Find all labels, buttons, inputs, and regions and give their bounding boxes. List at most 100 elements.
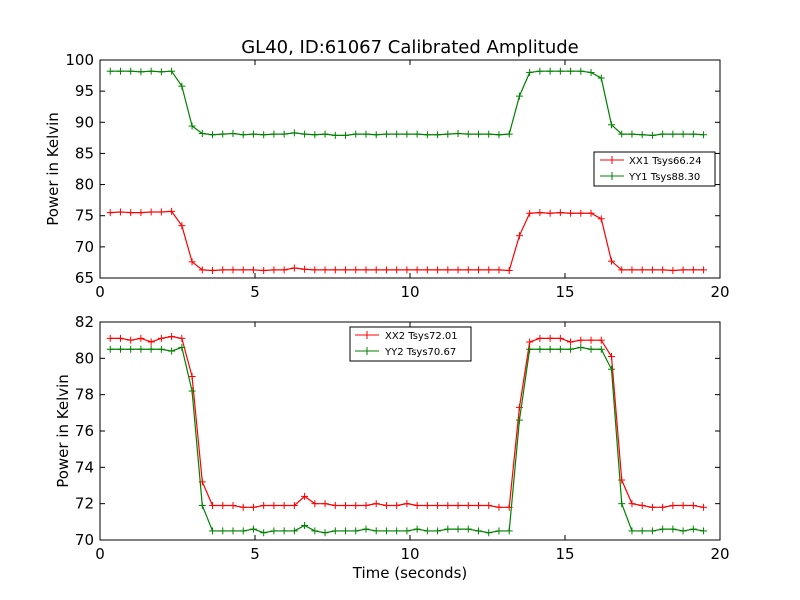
bottom-series-1-point: [413, 525, 421, 533]
top-series-0-point: [485, 266, 493, 274]
top-series-1-point: [444, 130, 452, 138]
top-series-0-point: [669, 267, 677, 275]
bottom-legend-label-yy2: YY2 Tsys70.67: [384, 347, 456, 358]
bottom-x-tick-label: 0: [95, 545, 105, 563]
bottom-series-0-point: [485, 501, 493, 509]
bottom-series-1-point: [106, 345, 114, 353]
top-series-0-point: [147, 208, 155, 216]
bottom-series-1-point: [434, 527, 442, 535]
bottom-series-0-point: [413, 501, 421, 509]
bottom-series-0-point: [475, 501, 483, 509]
bottom-series-0-point: [628, 500, 636, 508]
bottom-series-1-point: [280, 527, 288, 535]
top-series-0-point: [290, 264, 298, 272]
bottom-y-tick-label: 74: [75, 458, 94, 476]
bottom-series-1-point: [444, 525, 452, 533]
bottom-series-0-point: [669, 501, 677, 509]
top-series-1-point: [127, 67, 135, 75]
bottom-series-1-point: [638, 527, 646, 535]
top-series-0-point: [157, 208, 165, 216]
top-series-0-point: [270, 266, 278, 274]
bottom-series-1-point: [648, 527, 656, 535]
bottom-series-1-point: [290, 527, 298, 535]
top-series-0-point: [495, 266, 503, 274]
top-series-1-point: [157, 68, 165, 76]
top-series-1-point: [464, 130, 472, 138]
bottom-series-0-point: [423, 501, 431, 509]
bottom-series-1-point: [628, 527, 636, 535]
top-series-0-point: [188, 258, 196, 266]
bottom-series-1-point: [618, 500, 626, 508]
bottom-series-1-point: [352, 527, 360, 535]
bottom-series-group: [106, 333, 708, 537]
bottom-series-0-point: [638, 501, 646, 509]
bottom-series-1-point: [270, 527, 278, 535]
bottom-legend-label-xx2: XX2 Tsys72.01: [385, 331, 458, 342]
bottom-legend: XX2 Tsys72.01 YY2 Tsys70.67: [349, 326, 472, 362]
top-series-0-point: [423, 266, 431, 274]
top-series-1-point: [659, 130, 667, 138]
bottom-series-0-point: [301, 492, 309, 500]
top-series-1-point: [393, 130, 401, 138]
bottom-series-1-point: [147, 345, 155, 353]
bottom-series-0-point: [331, 501, 339, 509]
top-series-0-point: [239, 266, 247, 274]
bottom-series-1-point: [700, 527, 708, 535]
top-series-1-point: [229, 129, 237, 137]
top-series-1-point: [628, 130, 636, 138]
top-series-0-point: [352, 266, 360, 274]
top-series-1-point: [669, 130, 677, 138]
bottom-series-0-point: [567, 338, 575, 346]
bottom-series-1-point: [209, 527, 217, 535]
top-series-1-point: [403, 130, 411, 138]
top-series-1-point: [209, 131, 217, 139]
top-x-tick-label: 15: [555, 283, 574, 301]
bottom-series-1-point: [168, 347, 176, 355]
bottom-series-0-point: [280, 501, 288, 509]
top-series-1-point: [147, 67, 155, 75]
top-series-0-point: [393, 266, 401, 274]
top-series-1-point: [434, 131, 442, 139]
top-series-0-point: [454, 266, 462, 274]
top-series-0-point: [515, 232, 523, 240]
bottom-series-0-point: [342, 501, 350, 509]
bottom-series-1-point: [475, 527, 483, 535]
bottom-series-1-point: [659, 525, 667, 533]
top-series-1-point: [423, 131, 431, 139]
top-series-0-point: [536, 209, 544, 217]
top-series-1-point: [280, 130, 288, 138]
top-series-0-point: [648, 266, 656, 274]
bottom-series-1-point: [515, 416, 523, 424]
bottom-series-1-point: [127, 345, 135, 353]
top-y-tick-label: 90: [75, 113, 94, 131]
bottom-series-1-point: [597, 345, 605, 353]
top-series-1-point: [526, 68, 534, 76]
bottom-series-1-point: [608, 365, 615, 373]
bottom-series-1-point: [362, 525, 370, 533]
bottom-series-0-point: [659, 503, 667, 511]
bottom-y-tick-label: 72: [75, 495, 94, 513]
bottom-series-0-point: [249, 503, 257, 511]
top-y-tick-label: 100: [65, 51, 94, 69]
top-subplot: 65 70 75 80 85 90 95 100 0 5 10 15 20 Power in Kelv…: [44, 51, 730, 301]
bottom-series-1-point: [587, 345, 595, 353]
bottom-series-1-point: [249, 525, 257, 533]
top-series-1-point: [321, 130, 329, 138]
top-series-0-point: [106, 209, 114, 217]
top-series-1-point: [249, 130, 257, 138]
bottom-series-0-point: [464, 501, 472, 509]
bottom-series-0-point: [219, 501, 227, 509]
top-series-1-point: [352, 130, 360, 138]
chart-title: GL40, ID:61067 Calibrated Amplitude: [241, 37, 579, 58]
top-series-0-point: [229, 266, 237, 274]
top-series-1-point: [301, 130, 309, 138]
top-series-1-point: [260, 131, 268, 139]
top-y-tick-label: 95: [75, 82, 94, 100]
top-series-0-point: [301, 265, 309, 273]
bottom-series-1-point: [679, 527, 687, 535]
bottom-series-0-point: [648, 503, 656, 511]
bottom-x-tick-label: 5: [250, 545, 260, 563]
